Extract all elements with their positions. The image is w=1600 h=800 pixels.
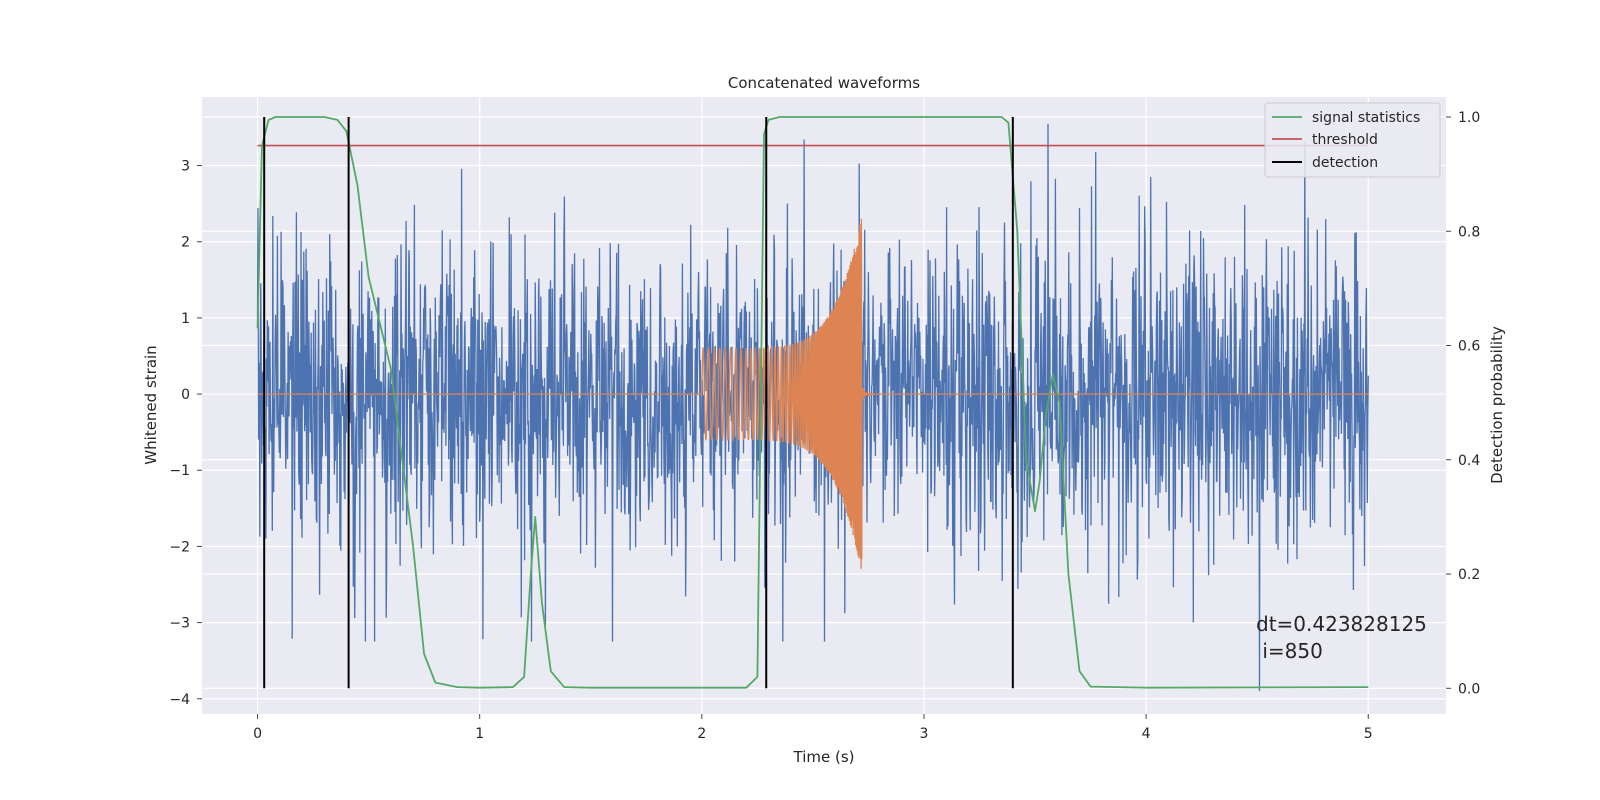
y-axis-label: Whitened strain — [142, 345, 160, 464]
annotation-dt: dt=0.423828125 — [1256, 612, 1427, 636]
y2-tick-label: 0.8 — [1458, 224, 1480, 240]
y-tick-label: 1 — [181, 311, 190, 327]
y2-tick-label: 0.4 — [1458, 453, 1480, 469]
y2-tick-label: 1.0 — [1458, 110, 1480, 126]
y-tick-label: −4 — [169, 692, 190, 708]
y2-axis-label: Detection probability — [1488, 326, 1506, 484]
legend-label-signal-statistics: signal statistics — [1312, 110, 1420, 126]
y2-tick-label: 0.2 — [1458, 567, 1480, 583]
legend: signal statistics threshold detection — [1264, 102, 1441, 178]
signal-waveform-line — [257, 218, 1369, 569]
y-tick-label: −2 — [169, 539, 190, 555]
legend-label-threshold: threshold — [1312, 132, 1378, 148]
x-tick-label: 2 — [697, 726, 706, 742]
y-tick-label: −1 — [169, 463, 190, 479]
x-tick-label: 5 — [1364, 726, 1373, 742]
y2-tick-label: 0.6 — [1458, 339, 1480, 355]
y2-tick-label: 0.0 — [1458, 681, 1480, 697]
x-tick-label: 0 — [253, 726, 262, 742]
signal-statistics-line — [256, 116, 1369, 689]
strain-series-line — [256, 123, 1369, 692]
x-tick-label: 3 — [920, 726, 929, 742]
y-tick-label: 3 — [181, 159, 190, 175]
axes: 0 1 2 3 4 5 −4 −3 −2 −1 0 1 2 3 0.0 0.2 0.4 0.6 0.8 1.0 — [169, 110, 1480, 742]
legend-box — [1264, 102, 1441, 178]
x-tick-label: 1 — [475, 726, 484, 742]
y-tick-label: 0 — [181, 387, 190, 403]
y-tick-label: 2 — [181, 235, 190, 251]
annotation-index: i=850 — [1256, 639, 1323, 663]
x-tick-label: 4 — [1142, 726, 1151, 742]
series-layer — [256, 116, 1369, 692]
chart-title: Concatenated waveforms — [728, 74, 920, 92]
x-axis-label: Time (s) — [793, 748, 855, 766]
y-tick-label: −3 — [169, 616, 190, 632]
legend-label-detection: detection — [1312, 155, 1378, 171]
